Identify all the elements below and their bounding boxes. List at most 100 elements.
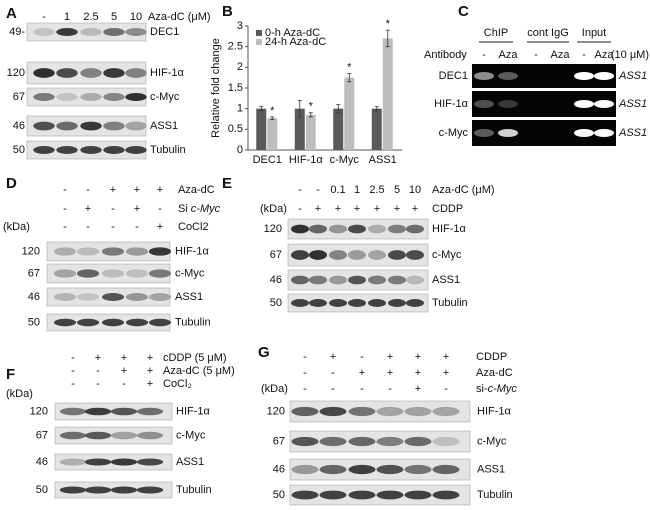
mw-label: 50 [13,144,25,156]
lane-mark: - [111,221,115,233]
blot-band [404,406,432,417]
mw-label: 67 [273,435,285,447]
legend-swatch [256,30,262,36]
blot-band [125,68,147,78]
lane-mark: 2.5 [83,11,98,23]
bar [344,77,355,150]
blot-band [125,318,149,327]
lane-mark: 10 [409,184,421,196]
condition-label: CoCl2 [178,221,209,233]
kda-label: (kDa) [3,221,30,233]
blot-band [309,250,327,260]
kda-label: (kDa) [260,203,287,215]
mw-label: 50 [28,316,40,328]
blot-band [59,486,87,494]
blot-band [84,407,112,416]
bar [305,114,316,150]
bar [267,118,278,150]
blot-band [291,224,309,234]
blot-band [84,486,112,494]
condition-label: CoCl₂ [163,378,192,390]
condition-label: Aza-dC [476,367,513,379]
protein-label: Tubulin [176,484,212,496]
blot-band [348,464,376,475]
error-bar [385,29,390,48]
blot-band [348,224,366,234]
lane-mark: + [374,203,380,215]
kda-label: (kDa) [261,383,288,395]
gel-band [498,100,518,108]
blot-band [148,293,172,301]
blot-band [348,436,376,447]
error-bar [336,104,341,114]
lane-mark: + [147,365,153,377]
lane-mark: - [360,351,364,363]
blot-band [101,318,125,327]
protein-label: ASS1 [176,456,204,468]
gel-band [574,72,594,80]
protein-label: HIF-1α [176,405,211,417]
blot-band [136,407,164,416]
blot-band [404,490,432,500]
blot-band [376,436,404,447]
blot-band [148,247,172,256]
blot-band [404,436,432,447]
blot-band [76,318,100,327]
mw-label: 67 [36,429,48,441]
lane-mark: + [412,203,418,215]
blot-band [319,406,347,417]
blot-band [404,464,432,475]
group-label: ChIP [484,27,508,39]
lane-mark: 5 [394,184,400,196]
y-tick-label: 2 [237,61,243,73]
lane-mark: - [388,383,392,395]
y-tick-label: 0 [237,144,243,156]
blot-band [136,431,164,440]
lane-mark: + [330,351,336,363]
blot-band [406,224,424,234]
condition-prefix: si- [476,383,488,395]
antibody-label: Antibody [424,49,467,61]
blot-band [291,436,319,447]
blot-band [125,269,149,278]
blot-band [348,406,376,417]
mw-label: 67 [270,249,282,261]
protein-label: c-Myc [175,267,205,279]
blot-band [148,318,172,327]
mw-label: 120 [267,405,285,417]
lane-mark: + [85,203,91,215]
blot-band [291,275,309,285]
significance: * [309,101,314,113]
blot-band [56,146,78,154]
lane-mark: + [359,367,365,379]
lane-mark: Aza [595,49,615,61]
lane-mark: - [63,184,67,196]
blot-band [376,406,404,417]
lane-mark: + [415,383,421,395]
blot-band [432,490,460,500]
error-bar [347,73,352,83]
lane-mark: 2.5 [369,184,384,196]
gene-name: ASS1 [618,70,647,82]
lane-mark: - [111,203,115,215]
significance: * [347,61,352,73]
lane-mark: 5 [111,11,117,23]
x-tick-label: ASS1 [369,154,397,166]
antibody-name: c-Myc [439,127,469,139]
mw-label: 67 [13,91,25,103]
lane-mark: - [135,221,139,233]
protein-label: ASS1 [432,274,460,286]
gel-band [574,100,594,108]
lane-mark: - [63,203,67,215]
lane-mark: 0.1 [330,184,345,196]
protein-label: ASS1 [477,463,505,475]
blot-band [80,68,102,78]
blot-band [56,121,78,131]
blot-band [80,146,102,154]
error-bar [270,116,275,120]
panel-letter: D [6,175,17,192]
blot-band [329,250,347,260]
blot-band [125,93,147,101]
blot-band [125,146,147,154]
blot-band [319,464,347,475]
